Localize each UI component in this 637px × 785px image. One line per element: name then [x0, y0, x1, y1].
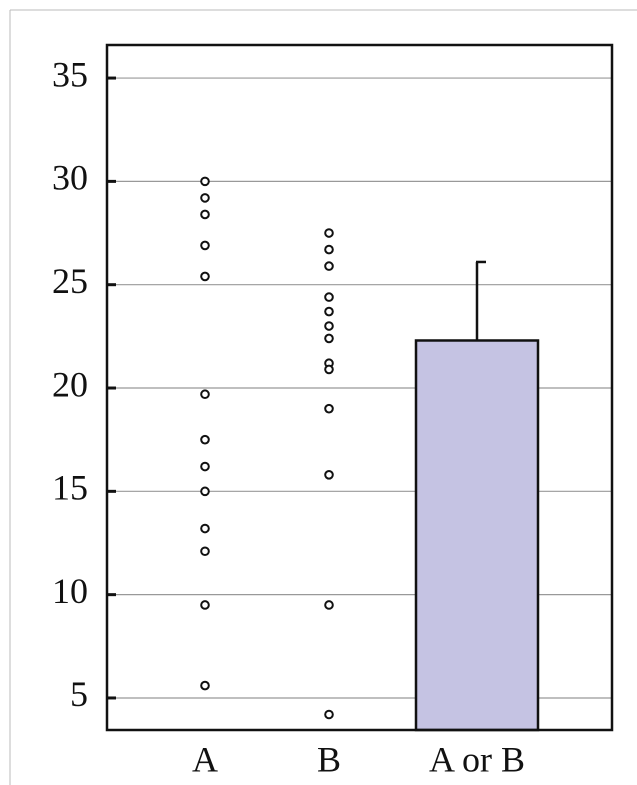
dot [324, 364, 334, 375]
dot [324, 292, 334, 302]
dot [324, 600, 334, 610]
plot-frame [105, 43, 614, 732]
dot [200, 546, 210, 557]
dot [200, 461, 210, 472]
y-tick-label: 10 [52, 571, 88, 611]
grid [107, 76, 612, 700]
dot [324, 403, 334, 414]
dot [200, 389, 210, 400]
dot [200, 176, 210, 187]
bar [414, 339, 540, 732]
x-tick-label: B [317, 739, 341, 779]
dot [200, 523, 210, 534]
marks [200, 176, 540, 732]
dot [324, 244, 334, 255]
dot [324, 306, 334, 317]
dot [200, 240, 210, 251]
dot [324, 228, 334, 238]
x-tick-label: A or B [429, 739, 525, 779]
x-tick-label: A [192, 739, 218, 779]
y-tick-label: 20 [52, 364, 88, 404]
dot [200, 209, 210, 220]
dot [200, 271, 210, 282]
y-tick-label: 15 [52, 468, 88, 508]
dot [200, 486, 210, 497]
dot [324, 333, 334, 344]
dot [200, 434, 210, 445]
dot [200, 600, 210, 610]
y-tick-label: 30 [52, 158, 88, 198]
dot [200, 680, 210, 691]
dot [324, 709, 334, 720]
dot [324, 470, 334, 480]
dot [324, 321, 334, 331]
y-tick-label: 5 [70, 674, 88, 714]
y-tick-label: 35 [52, 54, 88, 94]
dot [324, 261, 334, 271]
dot [200, 193, 210, 203]
y-tick-label: 25 [52, 261, 88, 301]
labels: 5 10 15 20 25 30 35 A B A or B [52, 54, 525, 779]
